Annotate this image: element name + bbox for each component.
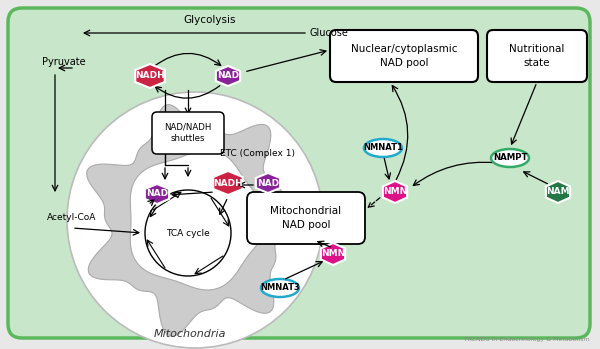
Text: NAD: NAD	[146, 190, 168, 199]
Text: Nuclear/cytoplasmic
NAD pool: Nuclear/cytoplasmic NAD pool	[351, 44, 457, 68]
Text: Acetyl-CoA: Acetyl-CoA	[47, 214, 97, 223]
Text: Nutritional
state: Nutritional state	[509, 44, 565, 68]
FancyBboxPatch shape	[247, 192, 365, 244]
Text: NAMPT: NAMPT	[493, 154, 527, 163]
Text: ETC (Complex 1): ETC (Complex 1)	[221, 149, 296, 157]
Ellipse shape	[491, 149, 529, 167]
Ellipse shape	[261, 279, 299, 297]
Text: NMN: NMN	[383, 187, 407, 196]
FancyBboxPatch shape	[8, 8, 590, 338]
Ellipse shape	[364, 139, 402, 157]
FancyBboxPatch shape	[152, 112, 224, 154]
Polygon shape	[130, 150, 267, 290]
Polygon shape	[546, 181, 570, 203]
Text: NADH: NADH	[135, 72, 165, 81]
Text: Glucose: Glucose	[310, 28, 349, 38]
Polygon shape	[216, 66, 240, 86]
Text: NADH: NADH	[213, 178, 243, 187]
Polygon shape	[86, 105, 314, 336]
Text: NMNAT3: NMNAT3	[260, 283, 300, 292]
Text: TCA cycle: TCA cycle	[166, 229, 210, 238]
Text: NAD/NADH
shuttles: NAD/NADH shuttles	[164, 123, 212, 143]
Text: NAD: NAD	[217, 72, 239, 81]
Text: NAD: NAD	[257, 178, 279, 187]
Text: Mitochondria: Mitochondria	[154, 329, 226, 339]
Text: NMNAT1: NMNAT1	[363, 143, 403, 153]
Circle shape	[67, 92, 323, 348]
Polygon shape	[145, 184, 169, 204]
Polygon shape	[383, 181, 407, 203]
Polygon shape	[213, 171, 243, 195]
FancyBboxPatch shape	[487, 30, 587, 82]
Polygon shape	[135, 64, 165, 88]
Text: TRENDS in Endocrinology & Metabolism: TRENDS in Endocrinology & Metabolism	[464, 337, 590, 342]
Text: NAM: NAM	[546, 187, 570, 196]
Polygon shape	[321, 243, 345, 265]
Circle shape	[145, 190, 231, 276]
Text: Mitochondrial
NAD pool: Mitochondrial NAD pool	[271, 206, 341, 230]
Text: Glycolysis: Glycolysis	[184, 15, 236, 25]
Text: Pyruvate: Pyruvate	[42, 57, 86, 67]
FancyBboxPatch shape	[330, 30, 478, 82]
Polygon shape	[256, 173, 280, 193]
Text: NMN: NMN	[321, 250, 345, 259]
